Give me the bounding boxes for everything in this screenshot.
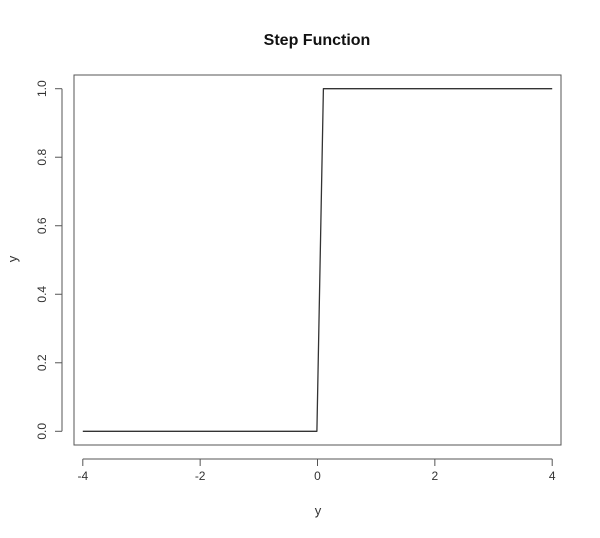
y-tick-label: 0.2: [35, 354, 49, 371]
x-tick-label: 2: [432, 469, 439, 483]
x-tick-label: -4: [77, 469, 88, 483]
y-tick-label: 1.0: [35, 80, 49, 97]
y-axis-label: y: [5, 255, 20, 262]
step-line: [82, 88, 553, 432]
chart-title: Step Function: [264, 32, 371, 49]
y-tick-label: 0.4: [35, 286, 49, 303]
x-axis-label: y: [315, 503, 322, 518]
x-axis: -4 -2 0 2 4: [77, 458, 556, 483]
x-tick-label: 0: [314, 469, 321, 483]
x-tick-label: -2: [195, 469, 206, 483]
series-layer: [82, 88, 553, 432]
x-tick-label: 4: [549, 469, 556, 483]
y-tick-label: 0.0: [35, 423, 49, 440]
plot-frame: [73, 74, 562, 446]
y-tick-label: 0.8: [35, 149, 49, 166]
y-tick-label: 0.6: [35, 217, 49, 234]
y-axis: 0.0 0.2 0.4 0.6 0.8 1.0: [35, 80, 63, 440]
